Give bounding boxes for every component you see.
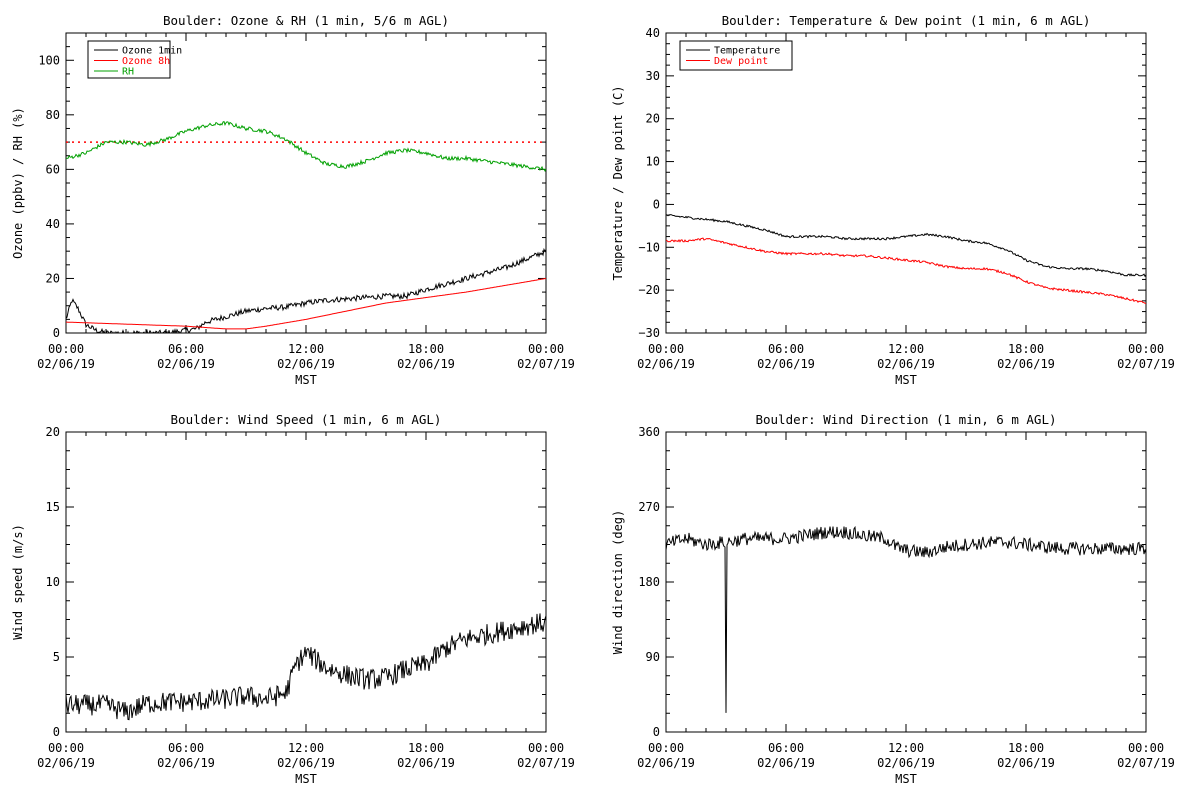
legend-box	[87, 40, 171, 79]
x-tick-label-date: 02/06/19	[877, 756, 935, 770]
x-axis-label: MST	[295, 373, 317, 387]
x-tick-label-time: 00:00	[528, 342, 564, 356]
x-tick-label-time: 00:00	[48, 342, 84, 356]
y-tick-label: 15	[46, 500, 60, 514]
x-tick-label-date: 02/06/19	[877, 357, 935, 371]
y-tick-label: 10	[646, 155, 660, 169]
series-line	[666, 525, 1146, 713]
y-tick-label: 0	[53, 725, 60, 739]
plot-frame	[665, 431, 1147, 733]
x-tick-label-time: 00:00	[48, 741, 84, 755]
legend-label: RH	[122, 67, 134, 78]
x-tick-label-date: 02/07/19	[1117, 357, 1175, 371]
x-tick-label-date: 02/06/19	[37, 756, 95, 770]
y-tick-label: 10	[46, 575, 60, 589]
x-tick-label-date: 02/06/19	[637, 756, 695, 770]
y-axis-label: Wind speed (m/s)	[11, 524, 25, 640]
y-tick-label: 80	[46, 108, 60, 122]
plot-frame	[65, 431, 547, 733]
x-tick-label-time: 06:00	[168, 342, 204, 356]
legend-label: Temperature	[714, 46, 780, 57]
y-tick-label: 5	[53, 650, 60, 664]
x-tick-label-time: 12:00	[888, 342, 924, 356]
x-axis-label: MST	[895, 772, 917, 786]
x-tick-label-date: 02/06/19	[757, 756, 815, 770]
legend-label: Dew point	[714, 56, 768, 67]
y-tick-label: −30	[638, 326, 660, 340]
chart-title: Boulder: Ozone & RH (1 min, 5/6 m AGL)	[163, 13, 449, 28]
wind-speed-chart: Boulder: Wind Speed (1 min, 6 m AGL) 00:0…	[11, 412, 575, 786]
legend-box	[679, 40, 793, 71]
chart-title: Boulder: Temperature & Dew point (1 min,…	[722, 13, 1091, 28]
y-tick-label: 30	[646, 69, 660, 83]
series-line	[66, 613, 546, 721]
x-tick-label-time: 00:00	[1128, 342, 1164, 356]
x-tick-label-time: 00:00	[1128, 741, 1164, 755]
y-tick-label: 20	[46, 271, 60, 285]
x-tick-label-date: 02/06/19	[397, 756, 455, 770]
x-tick-label-time: 06:00	[168, 741, 204, 755]
y-tick-label: 20	[46, 425, 60, 439]
series-line-dew-point	[666, 237, 1146, 304]
y-tick-label: 180	[638, 575, 660, 589]
legend-label: Ozone 1min	[122, 46, 182, 57]
y-tick-label: 40	[46, 217, 60, 231]
x-tick-label-time: 18:00	[408, 342, 444, 356]
y-axis-label: Wind direction (deg)	[611, 510, 625, 655]
ozone-rh-chart: Boulder: Ozone & RH (1 min, 5/6 m AGL)00…	[11, 13, 575, 387]
x-axis-label: MST	[295, 772, 317, 786]
x-tick-label-date: 02/06/19	[997, 756, 1055, 770]
x-tick-label-date: 02/06/19	[37, 357, 95, 371]
wind-direction-chart: Boulder: Wind Direction (1 min, 6 m AGL)…	[611, 412, 1175, 786]
x-tick-label-time: 00:00	[648, 342, 684, 356]
series-line-ozone-1min	[66, 247, 546, 333]
x-tick-label-time: 12:00	[288, 342, 324, 356]
chart-title: Boulder: Wind Speed (1 min, 6 m AGL)	[171, 412, 442, 427]
x-tick-label-date: 02/06/19	[397, 357, 455, 371]
x-tick-label-date: 02/06/19	[997, 357, 1055, 371]
y-tick-label: 360	[638, 425, 660, 439]
y-tick-label: 20	[646, 112, 660, 126]
legend-label: Ozone 8h	[122, 56, 170, 67]
y-tick-label: 60	[46, 162, 60, 176]
x-tick-label-date: 02/06/19	[277, 357, 335, 371]
x-tick-label-date: 02/07/19	[517, 756, 575, 770]
y-axis-label: Temperature / Dew point (C)	[611, 85, 625, 280]
x-tick-label-time: 06:00	[768, 741, 804, 755]
series-line-rh	[66, 120, 546, 172]
x-tick-label-date: 02/07/19	[517, 357, 575, 371]
x-tick-label-date: 02/06/19	[157, 756, 215, 770]
y-tick-label: 0	[53, 326, 60, 340]
y-tick-label: −20	[638, 283, 660, 297]
y-tick-label: 40	[646, 26, 660, 40]
chart-title: Boulder: Wind Direction (1 min, 6 m AGL)	[755, 412, 1056, 427]
x-tick-label-time: 18:00	[1008, 741, 1044, 755]
y-tick-label: 0	[653, 197, 660, 211]
x-tick-label-date: 02/06/19	[157, 357, 215, 371]
series-line-ozone-8h	[66, 278, 546, 330]
plot-frame	[665, 32, 1147, 334]
x-tick-label-date: 02/06/19	[277, 756, 335, 770]
y-tick-label: −10	[638, 240, 660, 254]
y-tick-label: 100	[38, 53, 60, 67]
y-axis-label: Ozone (ppbv) / RH (%)	[11, 107, 25, 259]
series-line-temperature	[666, 214, 1146, 278]
y-tick-label: 0	[653, 725, 660, 739]
x-tick-label-date: 02/06/19	[757, 357, 815, 371]
x-tick-label-date: 02/07/19	[1117, 756, 1175, 770]
x-tick-label-time: 12:00	[288, 741, 324, 755]
x-tick-label-time: 12:00	[888, 741, 924, 755]
x-axis-label: MST	[895, 373, 917, 387]
x-tick-label-time: 06:00	[768, 342, 804, 356]
x-tick-label-time: 00:00	[528, 741, 564, 755]
temperature-dewpoint-chart: Boulder: Temperature & Dew point (1 min,…	[611, 13, 1175, 387]
x-tick-label-time: 18:00	[1008, 342, 1044, 356]
x-tick-label-time: 00:00	[648, 741, 684, 755]
x-tick-label-time: 18:00	[408, 741, 444, 755]
y-tick-label: 270	[638, 500, 660, 514]
x-tick-label-date: 02/06/19	[637, 357, 695, 371]
y-tick-label: 90	[646, 650, 660, 664]
